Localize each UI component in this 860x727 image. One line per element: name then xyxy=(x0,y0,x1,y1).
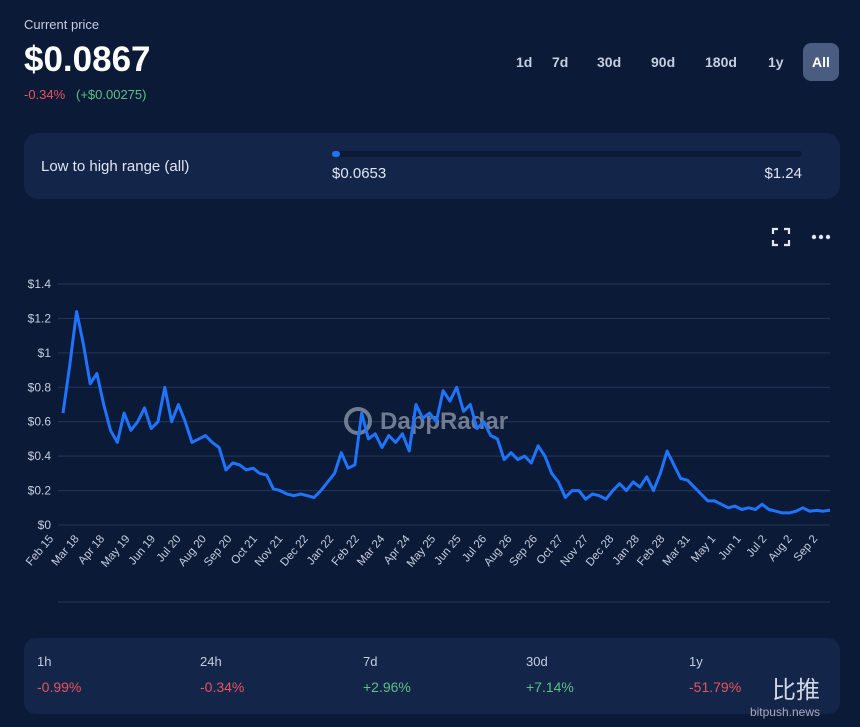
y-tick-label: $0.6 xyxy=(28,415,52,429)
x-tick-label: May 1 xyxy=(689,533,718,565)
stat-7d: 7d +2.96% xyxy=(363,654,411,695)
stat-label: 1y xyxy=(689,654,703,669)
stat-value: -51.79% xyxy=(689,679,742,695)
y-tick-label: $0 xyxy=(38,518,52,532)
stat-label: 1h xyxy=(37,654,52,669)
stat-label: 7d xyxy=(363,654,378,669)
x-tick-label: Jun 1 xyxy=(717,533,744,562)
more-dots-icon[interactable] xyxy=(811,232,833,242)
y-tick-label: $1.2 xyxy=(28,311,52,325)
x-tick-label: Mar 31 xyxy=(661,533,693,568)
stat-24h: 24h -0.34% xyxy=(200,654,244,695)
stat-value: -0.34% xyxy=(200,679,245,695)
x-tick-label: Jun 19 xyxy=(127,533,158,567)
price-change-stats: 1h -0.99% 24h -0.34% 7d +2.96% 30d +7.14% 1y -51.… xyxy=(24,638,840,714)
x-tick-label: Dec 28 xyxy=(584,533,617,569)
stat-label: 30d xyxy=(526,654,548,669)
stat-value: -0.99% xyxy=(37,679,82,695)
y-tick-label: $0.2 xyxy=(28,484,52,498)
stat-value: +7.14% xyxy=(526,679,574,695)
stat-30d: 30d +7.14% xyxy=(526,654,574,695)
watermark-text: 比推 xyxy=(772,677,820,704)
x-tick-label: Sep 26 xyxy=(508,533,541,569)
stat-value: +2.96% xyxy=(363,679,411,695)
x-tick-label: Aug 2 xyxy=(766,533,795,564)
watermark-sub: bitpush.news xyxy=(749,705,820,719)
range-button-1y[interactable]: 1y xyxy=(768,54,784,70)
range-bar-fill xyxy=(332,151,340,157)
range-low: $0.0653 xyxy=(332,165,387,182)
range-button-1d[interactable]: 1d xyxy=(516,54,533,70)
price-change-percent: -0.34% xyxy=(24,87,66,102)
range-button-7d[interactable]: 7d xyxy=(552,54,569,70)
fullscreen-icon[interactable] xyxy=(771,227,791,247)
x-tick-label: Sep 2 xyxy=(792,533,821,564)
range-label: Low to high range (all) xyxy=(41,158,190,175)
current-price-label: Current price xyxy=(24,17,100,32)
x-tick-label: Jun 25 xyxy=(432,533,463,567)
x-tick-label: Dec 22 xyxy=(278,533,311,569)
bitpush-watermark: 比推 bitpush.news xyxy=(750,670,820,719)
x-tick-label: Mar 24 xyxy=(355,533,388,569)
low-high-range-card: Low to high range (all) $0.0653 $1.24 xyxy=(24,133,840,199)
x-tick-label: Sep 20 xyxy=(202,533,235,569)
range-button-180d[interactable]: 180d xyxy=(705,54,737,70)
range-button-all[interactable]: All xyxy=(803,43,839,81)
y-tick-label: $0.8 xyxy=(28,380,52,394)
price-change-absolute: (+$0.00275) xyxy=(76,87,147,102)
range-button-90d[interactable]: 90d xyxy=(651,54,676,70)
stat-1h: 1h -0.99% xyxy=(37,654,81,695)
range-bar xyxy=(332,151,802,157)
y-tick-label: $1 xyxy=(38,346,52,360)
current-price: $0.0867 xyxy=(24,40,151,79)
y-tick-label: $1.4 xyxy=(28,277,52,291)
stat-1y: 1y -51.79% xyxy=(689,654,741,695)
price-line xyxy=(61,310,831,515)
y-tick-label: $0.4 xyxy=(28,449,52,463)
stat-label: 24h xyxy=(200,654,222,669)
x-tick-label: Mar 18 xyxy=(50,533,82,568)
range-high: $1.24 xyxy=(764,165,802,182)
range-button-30d[interactable]: 30d xyxy=(597,54,622,70)
